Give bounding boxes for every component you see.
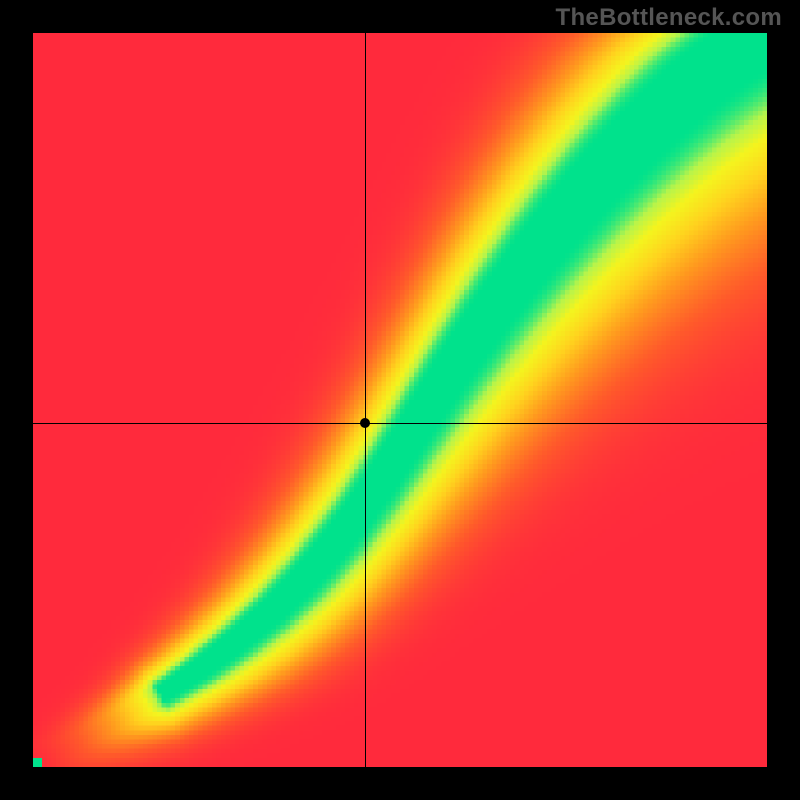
crosshair-horizontal (33, 423, 767, 424)
watermark: TheBottleneck.com (556, 4, 782, 32)
heatmap-canvas (33, 33, 767, 767)
chart-container: TheBottleneck.com (0, 0, 800, 800)
crosshair-vertical (365, 33, 366, 767)
plot-frame (33, 33, 767, 767)
crosshair-dot (360, 418, 370, 428)
